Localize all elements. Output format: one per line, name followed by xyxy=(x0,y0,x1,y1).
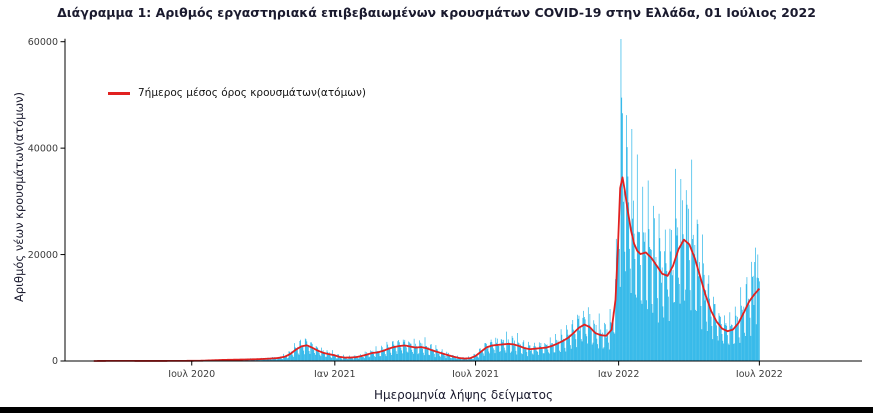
y-tick-label: 20000 xyxy=(28,250,58,261)
y-tick-label: 60000 xyxy=(28,37,58,48)
legend: 7ήμερος μέσος όρος κρουσμάτων(ατόμων) xyxy=(108,87,366,99)
x-tick-label: Ιουλ 2021 xyxy=(452,369,499,380)
legend-line-icon xyxy=(108,91,130,95)
chart-title: Διάγραμμα 1: Αριθμός εργαστηριακά επιβεβ… xyxy=(57,5,816,20)
x-tick-label: Ιαν 2022 xyxy=(598,369,640,380)
x-axis-title: Ημερομηνία λήψης δείγματος xyxy=(373,388,554,402)
y-axis-title: Αριθμός νέων κρουσμάτων(ατόμων) xyxy=(12,92,26,303)
x-tick-label: Ιουλ 2020 xyxy=(168,369,215,380)
y-tick-label: 40000 xyxy=(28,143,58,154)
bottom-border-bar xyxy=(0,407,873,413)
legend-label: 7ήμερος μέσος όρος κρουσμάτων(ατόμων) xyxy=(138,87,367,99)
x-tick-label: Ιαν 2021 xyxy=(314,369,356,380)
y-tick-label: 0 xyxy=(52,356,58,367)
x-tick-label: Ιουλ 2022 xyxy=(736,369,783,380)
